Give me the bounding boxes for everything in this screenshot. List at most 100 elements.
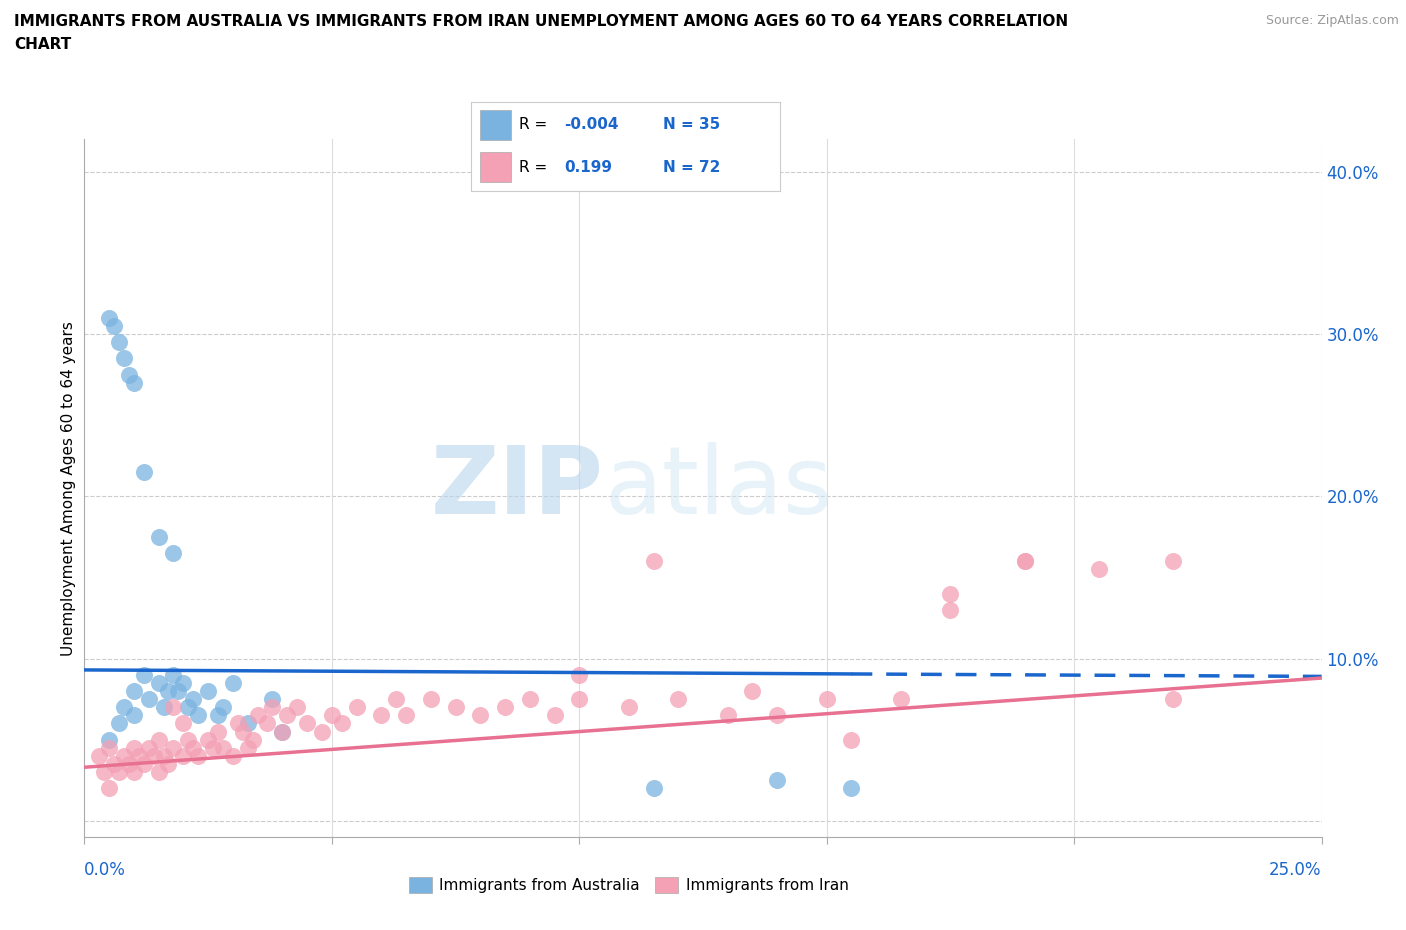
Point: [148, 732, 170, 747]
Text: Source: ZipAtlas.com: Source: ZipAtlas.com: [1265, 14, 1399, 27]
Point: [232, 724, 254, 739]
Point: [262, 692, 284, 707]
Point: [295, 716, 318, 731]
Point: [346, 699, 368, 714]
Point: [103, 757, 125, 772]
Point: [98, 311, 121, 325]
Point: [617, 699, 640, 714]
Point: [841, 732, 863, 747]
Point: [167, 684, 190, 698]
Point: [494, 699, 516, 714]
Bar: [481, 152, 512, 182]
Point: [890, 692, 912, 707]
Point: [138, 692, 160, 707]
Point: [157, 757, 180, 772]
Point: [643, 781, 665, 796]
Point: [148, 675, 170, 690]
Point: [98, 732, 121, 747]
Point: [1161, 692, 1184, 707]
Point: [262, 699, 284, 714]
Point: [841, 781, 863, 796]
Point: [142, 749, 165, 764]
Point: [741, 684, 763, 698]
Point: [939, 586, 962, 601]
Point: [643, 553, 665, 568]
Point: [122, 684, 145, 698]
Point: [207, 708, 229, 723]
Point: [330, 716, 353, 731]
Point: [444, 699, 467, 714]
Point: [172, 749, 194, 764]
Bar: [481, 111, 512, 140]
Y-axis label: Unemployment Among Ages 60 to 64 years: Unemployment Among Ages 60 to 64 years: [60, 321, 76, 656]
Point: [256, 716, 278, 731]
Point: [162, 668, 184, 683]
Text: atlas: atlas: [605, 443, 832, 534]
Point: [181, 692, 204, 707]
Point: [197, 732, 219, 747]
Text: 0.199: 0.199: [564, 160, 612, 175]
Point: [202, 740, 225, 755]
Point: [1088, 562, 1111, 577]
Point: [157, 684, 180, 698]
Point: [187, 749, 209, 764]
Point: [181, 740, 204, 755]
Point: [1014, 553, 1036, 568]
Point: [108, 764, 131, 779]
Point: [197, 684, 219, 698]
Point: [162, 699, 184, 714]
Point: [321, 708, 343, 723]
Point: [148, 529, 170, 544]
Point: [172, 716, 194, 731]
Point: [207, 724, 229, 739]
Point: [93, 764, 115, 779]
Point: [285, 699, 308, 714]
Point: [103, 319, 125, 334]
Point: [419, 692, 441, 707]
Text: ZIP: ZIP: [432, 443, 605, 534]
Point: [222, 675, 245, 690]
Point: [152, 699, 174, 714]
Point: [122, 708, 145, 723]
Point: [177, 732, 200, 747]
Point: [271, 724, 294, 739]
Point: [766, 708, 789, 723]
Point: [162, 546, 184, 561]
Point: [112, 749, 135, 764]
Text: 0.0%: 0.0%: [84, 861, 127, 880]
Text: IMMIGRANTS FROM AUSTRALIA VS IMMIGRANTS FROM IRAN UNEMPLOYMENT AMONG AGES 60 TO : IMMIGRANTS FROM AUSTRALIA VS IMMIGRANTS …: [14, 14, 1069, 29]
Point: [132, 757, 155, 772]
Point: [815, 692, 838, 707]
Point: [395, 708, 418, 723]
Point: [98, 781, 121, 796]
Legend: Immigrants from Australia, Immigrants from Iran: Immigrants from Australia, Immigrants fr…: [402, 870, 855, 899]
Point: [132, 465, 155, 480]
Point: [519, 692, 541, 707]
Point: [118, 757, 141, 772]
Point: [162, 740, 184, 755]
Text: N = 72: N = 72: [662, 160, 720, 175]
Point: [108, 716, 131, 731]
Point: [108, 335, 131, 350]
Point: [242, 732, 264, 747]
Point: [717, 708, 740, 723]
Point: [222, 749, 245, 764]
Point: [666, 692, 689, 707]
Text: 25.0%: 25.0%: [1270, 861, 1322, 880]
Point: [212, 740, 235, 755]
Point: [385, 692, 408, 707]
Point: [89, 749, 111, 764]
Point: [470, 708, 492, 723]
Point: [118, 367, 141, 382]
Point: [568, 668, 591, 683]
Point: [236, 740, 259, 755]
Text: CHART: CHART: [14, 37, 72, 52]
Point: [766, 773, 789, 788]
Point: [148, 764, 170, 779]
Point: [236, 716, 259, 731]
Point: [543, 708, 565, 723]
Point: [177, 699, 200, 714]
Point: [112, 699, 135, 714]
Point: [246, 708, 269, 723]
Point: [568, 692, 591, 707]
